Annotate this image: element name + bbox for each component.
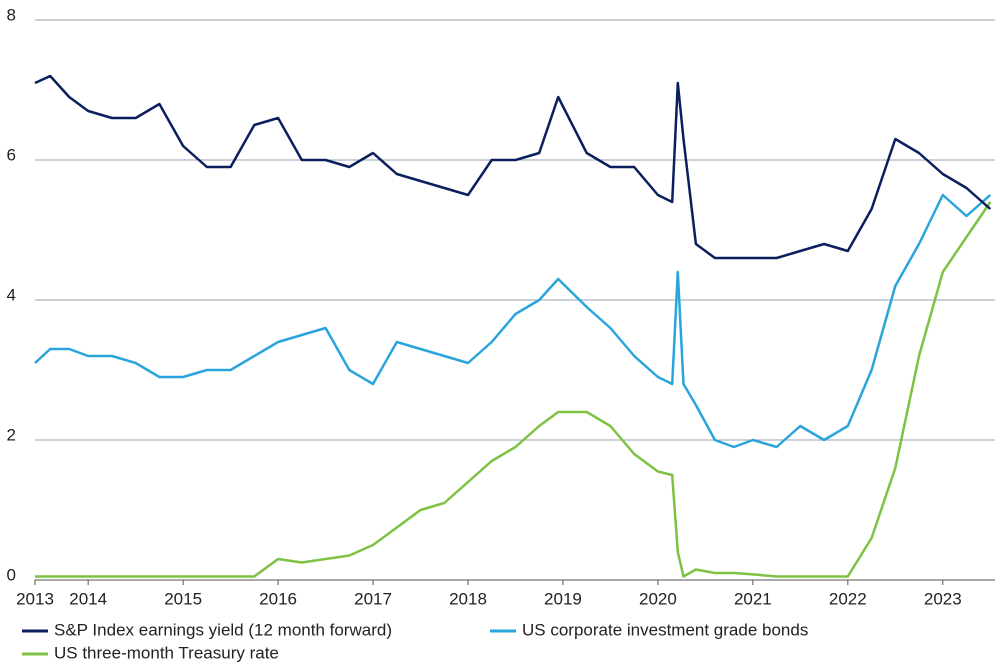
x-tick-label: 2023	[924, 589, 962, 608]
y-tick-label: 8	[7, 5, 16, 24]
x-tick-label: 2014	[69, 589, 107, 608]
x-tick-label: 2020	[639, 589, 677, 608]
x-tick-label: 2019	[544, 589, 582, 608]
x-tick-label: 2022	[829, 589, 867, 608]
legend-label: US three-month Treasury rate	[54, 643, 279, 662]
series-line	[35, 201, 992, 578]
x-tick-label: 2021	[734, 589, 772, 608]
x-tick-label: 2013	[16, 589, 54, 608]
y-tick-label: 4	[7, 285, 16, 304]
series-line	[34, 193, 992, 449]
x-tick-label: 2015	[164, 589, 202, 608]
series-line	[34, 74, 992, 260]
y-tick-label: 0	[7, 565, 16, 584]
legend-label: S&P Index earnings yield (12 month forwa…	[54, 620, 392, 639]
x-tick-label: 2017	[354, 589, 392, 608]
y-tick-label: 2	[7, 425, 16, 444]
legend-label: US corporate investment grade bonds	[522, 620, 808, 639]
y-tick-label: 6	[7, 145, 16, 164]
x-tick-label: 2018	[449, 589, 487, 608]
x-tick-label: 2016	[259, 589, 297, 608]
